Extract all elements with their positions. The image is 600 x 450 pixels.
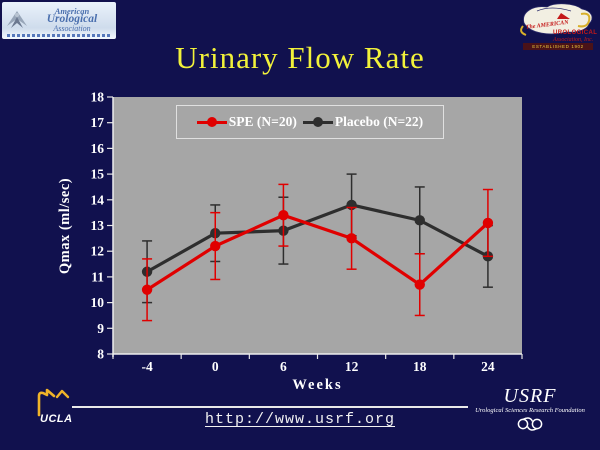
chart-legend: SPE (N=20) Placebo (N=22)	[176, 105, 444, 139]
x-tick-label: 12	[345, 359, 359, 374]
aua-card-logo: American Urological Association	[2, 2, 116, 39]
legend-dot-placebo-icon	[312, 117, 323, 127]
y-tick-label: 13	[91, 218, 105, 233]
placebo-n-22-point	[414, 215, 425, 226]
x-tick-label: -4	[141, 359, 152, 374]
aua-card-line3: Association	[53, 23, 91, 33]
x-tick-label: 24	[481, 359, 495, 374]
aua-seal-banner-text: ESTABLISHED 1902	[532, 44, 584, 49]
y-tick-label: 12	[91, 244, 105, 259]
aua-card-line2: Urological	[46, 13, 98, 25]
legend-entry-spe: SPE (N=20)	[196, 114, 297, 130]
slide-title: Urinary Flow Rate	[175, 40, 425, 75]
spe-n-20-point	[210, 240, 221, 252]
y-tick-label: 10	[91, 295, 105, 310]
y-tick-label: 14	[91, 192, 105, 207]
aua-seal-script-text: Association, Inc.	[552, 37, 593, 43]
y-tick-label: 17	[91, 115, 105, 130]
usrf-logo: USRF Urological Sciences Research Founda…	[462, 386, 598, 438]
aua-eagle-icon	[7, 10, 27, 28]
aua-seal-banner	[523, 43, 593, 50]
legend-label-placebo: Placebo (N=22)	[334, 114, 424, 129]
y-tick-label: 8	[97, 347, 104, 362]
aua-seal-arc-text: The AMERICAN	[526, 20, 570, 31]
ucla-label: UCLA	[40, 413, 73, 425]
spe-n-20-point	[278, 210, 289, 221]
aua-card-line1: American	[54, 5, 90, 16]
usrf-name: USRF	[503, 385, 557, 407]
legend-entry-placebo: Placebo (N=22)	[302, 114, 424, 130]
ucla-logo: UCLA	[33, 387, 83, 443]
legend-marker-spe-icon	[196, 117, 227, 127]
ucla-mark-icon	[37, 388, 70, 417]
y-tick-label: 16	[91, 141, 105, 156]
legend-label-spe: SPE (N=20)	[228, 114, 297, 129]
y-tick-label: 9	[97, 321, 104, 336]
placebo-n-22-line	[146, 203, 489, 274]
x-tick-label: 18	[413, 359, 427, 374]
aua-card-text: American Urological Association	[30, 5, 114, 33]
y-tick-label: 18	[91, 90, 105, 105]
spe-n-20-point	[482, 217, 494, 229]
x-tick-label: 6	[280, 359, 287, 374]
aua-seal-logo: The AMERICAN UROLOGICAL Association, Inc…	[517, 1, 597, 51]
footer-divider-line	[72, 406, 468, 408]
legend-dot-spe-icon	[206, 117, 217, 127]
usrf-subtitle: Urological Sciences Research Foundation	[475, 407, 585, 414]
x-axis-title: Weeks	[292, 377, 342, 393]
spe-n-20-line	[146, 213, 489, 292]
aua-card-fineprint-strip	[7, 34, 111, 37]
y-tick-label: 11	[91, 269, 104, 284]
y-tick-label: 15	[91, 167, 105, 182]
spe-n-20-point	[414, 279, 425, 290]
spe-n-20-point	[141, 284, 153, 295]
aua-seal-mid-text: UROLOGICAL	[553, 30, 597, 36]
legend-marker-placebo-icon	[302, 117, 333, 127]
y-axis-title: Qmax (ml/sec)	[57, 178, 73, 274]
spe-n-20-point	[346, 233, 357, 244]
x-tick-label: 0	[212, 359, 219, 374]
aua-seal-icon: The AMERICAN UROLOGICAL Association, Inc…	[520, 3, 597, 50]
usrf-loops-icon	[517, 417, 543, 431]
usrf-url-link[interactable]: http://www.usrf.org	[204, 411, 396, 428]
